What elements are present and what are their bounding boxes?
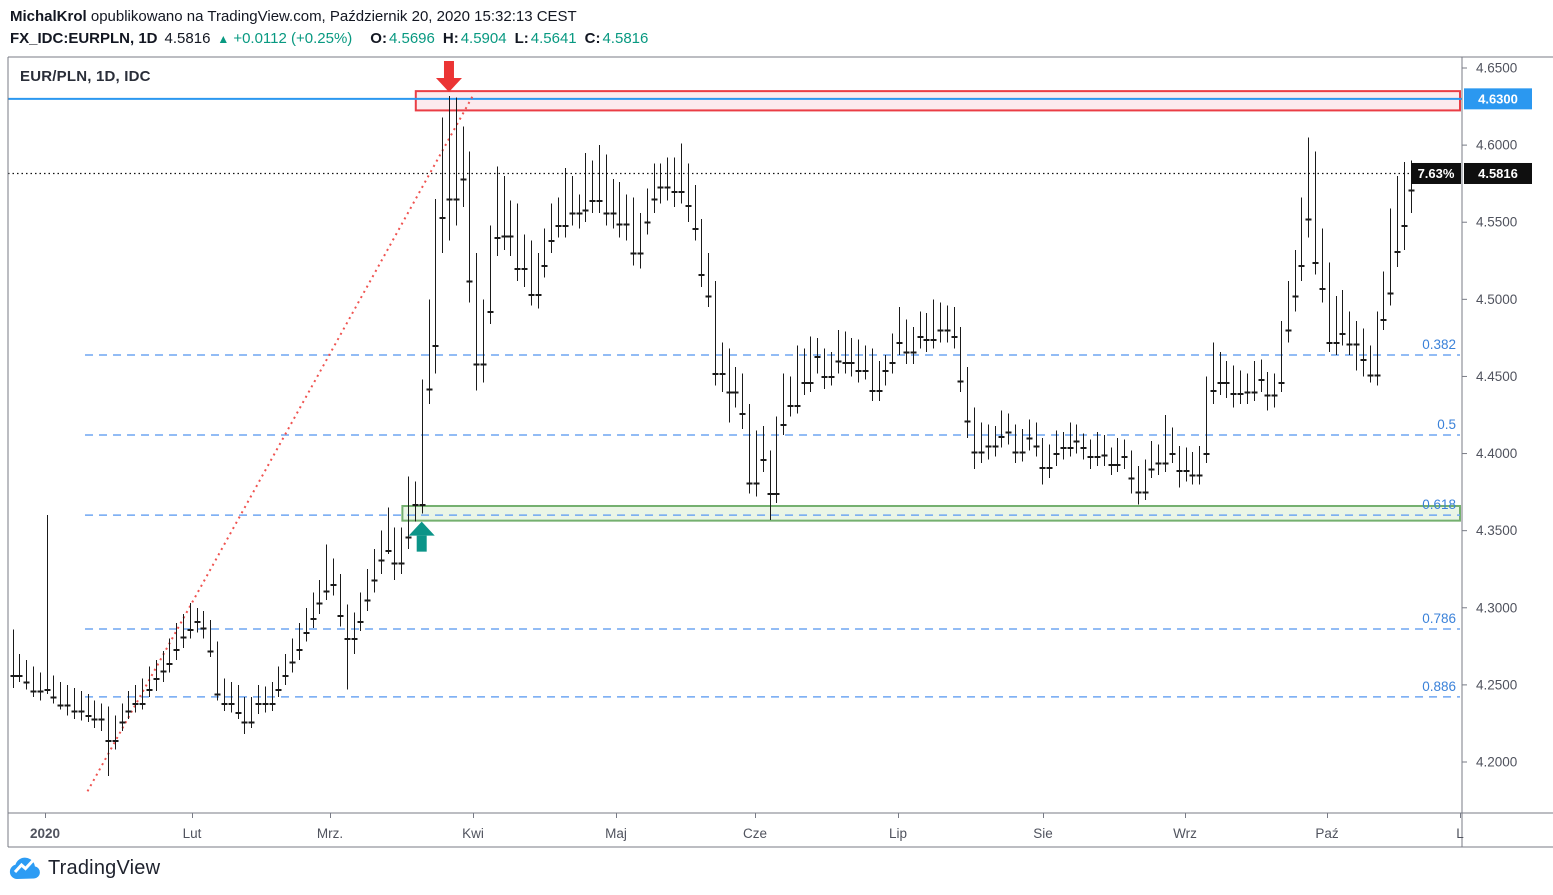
time-axis[interactable]: 2020 Lut Mrz. Kwi Maj Cze Lip Sie Wrz Paź L xyxy=(30,813,1464,841)
publish-text: opublikowano na TradingView.com, Paździe… xyxy=(86,8,577,25)
up-triangle-icon: ▲ xyxy=(217,32,230,46)
candles xyxy=(10,95,1415,776)
svg-text:4.5816: 4.5816 xyxy=(1478,166,1518,181)
svg-text:7.63%: 7.63% xyxy=(1418,166,1455,181)
svg-text:4.5000: 4.5000 xyxy=(1476,292,1517,307)
svg-text:Lut: Lut xyxy=(183,826,202,841)
svg-text:4.2500: 4.2500 xyxy=(1476,677,1517,692)
svg-text:0.618: 0.618 xyxy=(1422,497,1456,512)
close-label: C: xyxy=(584,30,601,47)
svg-text:4.6300: 4.6300 xyxy=(1478,91,1518,106)
open-label: O: xyxy=(370,30,387,47)
svg-text:4.3500: 4.3500 xyxy=(1476,523,1517,538)
symbol-ohlc-line: FX_IDC:EURPLN, 1D 4.5816 ▲ +0.0112 (+0.2… xyxy=(10,28,648,50)
svg-text:4.6000: 4.6000 xyxy=(1476,138,1517,153)
svg-text:Cze: Cze xyxy=(743,826,767,841)
publish-line: MichalKrol opublikowano na TradingView.c… xyxy=(10,6,648,27)
symbol-title[interactable]: FX_IDC:EURPLN, 1D xyxy=(10,30,158,47)
svg-text:2020: 2020 xyxy=(30,826,60,841)
svg-text:L: L xyxy=(1456,826,1464,841)
close-value: 4.5816 xyxy=(602,30,649,47)
svg-text:4.3000: 4.3000 xyxy=(1476,600,1517,615)
high-label: H: xyxy=(442,30,459,47)
svg-text:4.2000: 4.2000 xyxy=(1476,754,1517,769)
svg-text:0.786: 0.786 xyxy=(1422,611,1456,626)
svg-text:Kwi: Kwi xyxy=(462,826,484,841)
resistance-zone[interactable] xyxy=(414,90,1461,112)
tradingview-logo-text: TradingView xyxy=(48,857,161,879)
svg-text:Sie: Sie xyxy=(1033,826,1053,841)
buy-arrow-up[interactable] xyxy=(408,521,435,552)
svg-text:4.4000: 4.4000 xyxy=(1476,446,1517,461)
high-value: 4.5904 xyxy=(460,30,507,47)
trendline[interactable] xyxy=(86,95,474,792)
open-value: 4.5696 xyxy=(388,30,435,47)
tradingview-logo[interactable]: TradingView xyxy=(8,855,160,882)
low-value: 4.5641 xyxy=(530,30,577,47)
header-last-price: 4.5816 xyxy=(164,30,211,47)
change-percent-badge: 7.63% xyxy=(1411,162,1461,184)
svg-text:0.382: 0.382 xyxy=(1422,337,1456,352)
svg-text:Mrz.: Mrz. xyxy=(317,826,343,841)
author-link[interactable]: MichalKrol xyxy=(10,8,87,25)
svg-text:4.4500: 4.4500 xyxy=(1476,369,1517,384)
svg-text:Maj: Maj xyxy=(605,826,627,841)
svg-text:0.5: 0.5 xyxy=(1437,417,1456,432)
low-label: L: xyxy=(514,30,529,47)
svg-text:4.6500: 4.6500 xyxy=(1476,61,1517,76)
level-price-badge: 4.6300 xyxy=(1464,88,1532,110)
price-axis[interactable]: 4.6500 4.6000 4.5500 4.5000 4.4500 4.4000 4.35… xyxy=(1462,61,1517,770)
chart-borders xyxy=(7,56,1553,848)
sell-arrow-down[interactable] xyxy=(435,61,462,92)
fib-retracement[interactable]: 0.382 0.5 0.618 0.786 0.886 xyxy=(85,337,1460,698)
svg-text:Wrz: Wrz xyxy=(1173,826,1197,841)
svg-text:0.886: 0.886 xyxy=(1422,679,1456,694)
last-price-badge: 4.5816 xyxy=(1464,162,1532,184)
svg-text:Paź: Paź xyxy=(1315,826,1339,841)
svg-text:Lip: Lip xyxy=(889,826,907,841)
support-zone[interactable] xyxy=(401,504,1461,522)
price-change: +0.0112 (+0.25%) xyxy=(233,30,353,47)
chart-legend[interactable]: EUR/PLN, 1D, IDC xyxy=(20,68,151,85)
svg-text:4.5500: 4.5500 xyxy=(1476,215,1517,230)
tradingview-cloud-icon xyxy=(9,857,40,879)
snapshot-header: MichalKrol opublikowano na TradingView.c… xyxy=(10,6,648,50)
